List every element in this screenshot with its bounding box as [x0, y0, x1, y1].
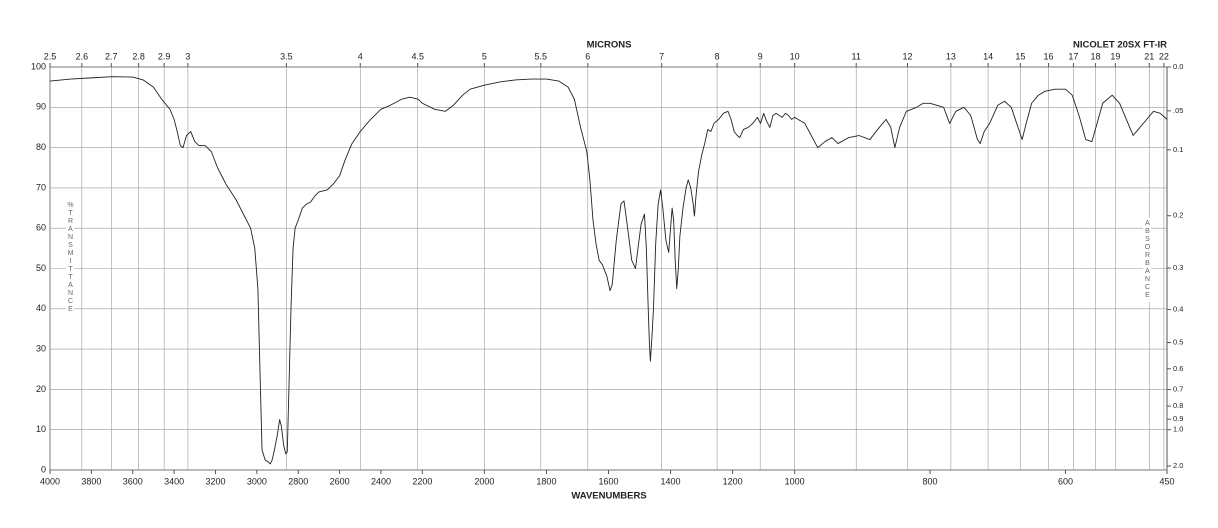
x2-tick-label: 18 — [1091, 51, 1101, 61]
x2-tick-label: 9 — [758, 51, 763, 61]
x-tick-label: 800 — [923, 476, 938, 486]
x2-tick-label: 16 — [1044, 51, 1054, 61]
y2-tick-label: 1.0 — [1173, 425, 1183, 434]
x-tick-label: 1400 — [661, 476, 681, 486]
x2-tick-label: 14 — [983, 51, 993, 61]
spectrum-line — [49, 76, 1168, 465]
x2-tick-label: 2.6 — [76, 51, 89, 61]
x-tick-label: 2000 — [474, 476, 494, 486]
x2-tick-label: 21 — [1144, 51, 1154, 61]
x2-tick-label: 4 — [358, 51, 363, 61]
x2-axis-title: MICRONS — [587, 40, 632, 51]
x2-tick-label: 8 — [715, 51, 720, 61]
y2-tick-label: 0.2 — [1173, 211, 1183, 220]
y2-tick-label: 0.3 — [1173, 263, 1183, 272]
x-tick-label: 2400 — [371, 476, 391, 486]
x-tick-label: 600 — [1058, 476, 1073, 486]
x-tick-label: 2600 — [330, 476, 350, 486]
x-tick-label: 1200 — [723, 476, 743, 486]
x2-tick-label: 19 — [1110, 51, 1120, 61]
y-axis-title: %TRANSMITTANCE — [66, 200, 74, 316]
x-tick-label: 4000 — [40, 476, 60, 486]
x2-tick-label: 15 — [1015, 51, 1025, 61]
y-tick-label: 20 — [36, 384, 46, 394]
x2-tick-label: 22 — [1159, 51, 1169, 61]
x2-tick-label: 17 — [1068, 51, 1078, 61]
y2-tick-label: .05 — [1173, 106, 1183, 115]
y-tick-label: 0 — [41, 464, 46, 474]
x-tick-label: 1000 — [785, 476, 805, 486]
y-tick-label: 10 — [36, 424, 46, 434]
y2-tick-label: 0.5 — [1173, 338, 1183, 347]
y-tick-label: 100 — [31, 61, 46, 71]
x2-tick-label: 2.5 — [44, 51, 57, 61]
x-tick-label: 3200 — [205, 476, 225, 486]
x2-tick-label: 5 — [482, 51, 487, 61]
x2-tick-label: 10 — [790, 51, 800, 61]
chart-title: NICOLET 20SX FT-IR — [1073, 40, 1167, 51]
y2-tick-label: 0.7 — [1173, 385, 1183, 394]
x2-tick-label: 3 — [185, 51, 190, 61]
x2-tick-label: 12 — [902, 51, 912, 61]
x-tick-label: 3400 — [164, 476, 184, 486]
y-tick-label: 40 — [36, 303, 46, 313]
x2-tick-label: 5.5 — [535, 51, 548, 61]
y2-tick-label: 0.9 — [1173, 414, 1183, 423]
x-tick-label: 1600 — [598, 476, 618, 486]
x-tick-label: 450 — [1159, 476, 1174, 486]
x-tick-label: 3800 — [81, 476, 101, 486]
y-tick-label: 80 — [36, 142, 46, 152]
y2-tick-label: 0.8 — [1173, 401, 1183, 410]
x-tick-label: 3000 — [247, 476, 267, 486]
y-tick-label: 60 — [36, 223, 46, 233]
y2-tick-label: 0.0 — [1173, 62, 1183, 71]
y-tick-label: 70 — [36, 182, 46, 192]
x2-tick-label: 4.5 — [411, 51, 424, 61]
x-axis-title: WAVENUMBERS — [571, 491, 646, 502]
x2-tick-label: 13 — [946, 51, 956, 61]
y-tick-label: 30 — [36, 343, 46, 353]
x2-tick-label: 2.8 — [132, 51, 145, 61]
x-tick-label: 2800 — [288, 476, 308, 486]
x2-tick-label: 11 — [852, 51, 861, 61]
x2-tick-label: 3.5 — [280, 51, 293, 61]
y2-tick-label: 0.6 — [1173, 364, 1183, 373]
x2-tick-label: 6 — [585, 51, 590, 61]
y2-tick-label: 0.1 — [1173, 145, 1183, 154]
x-tick-label: 1800 — [536, 476, 556, 486]
y2-axis-title: ABSORBANCE — [1143, 218, 1151, 302]
x2-tick-label: 2.7 — [105, 51, 118, 61]
y2-tick-label: 0.4 — [1173, 305, 1183, 314]
x-tick-label: 3600 — [123, 476, 143, 486]
y2-tick-label: 2.0 — [1173, 461, 1183, 470]
y-tick-label: 50 — [36, 263, 46, 273]
x2-tick-label: 7 — [659, 51, 664, 61]
x-tick-label: 2200 — [412, 476, 432, 486]
y-tick-label: 90 — [36, 102, 46, 112]
x2-tick-label: 2.9 — [158, 51, 171, 61]
